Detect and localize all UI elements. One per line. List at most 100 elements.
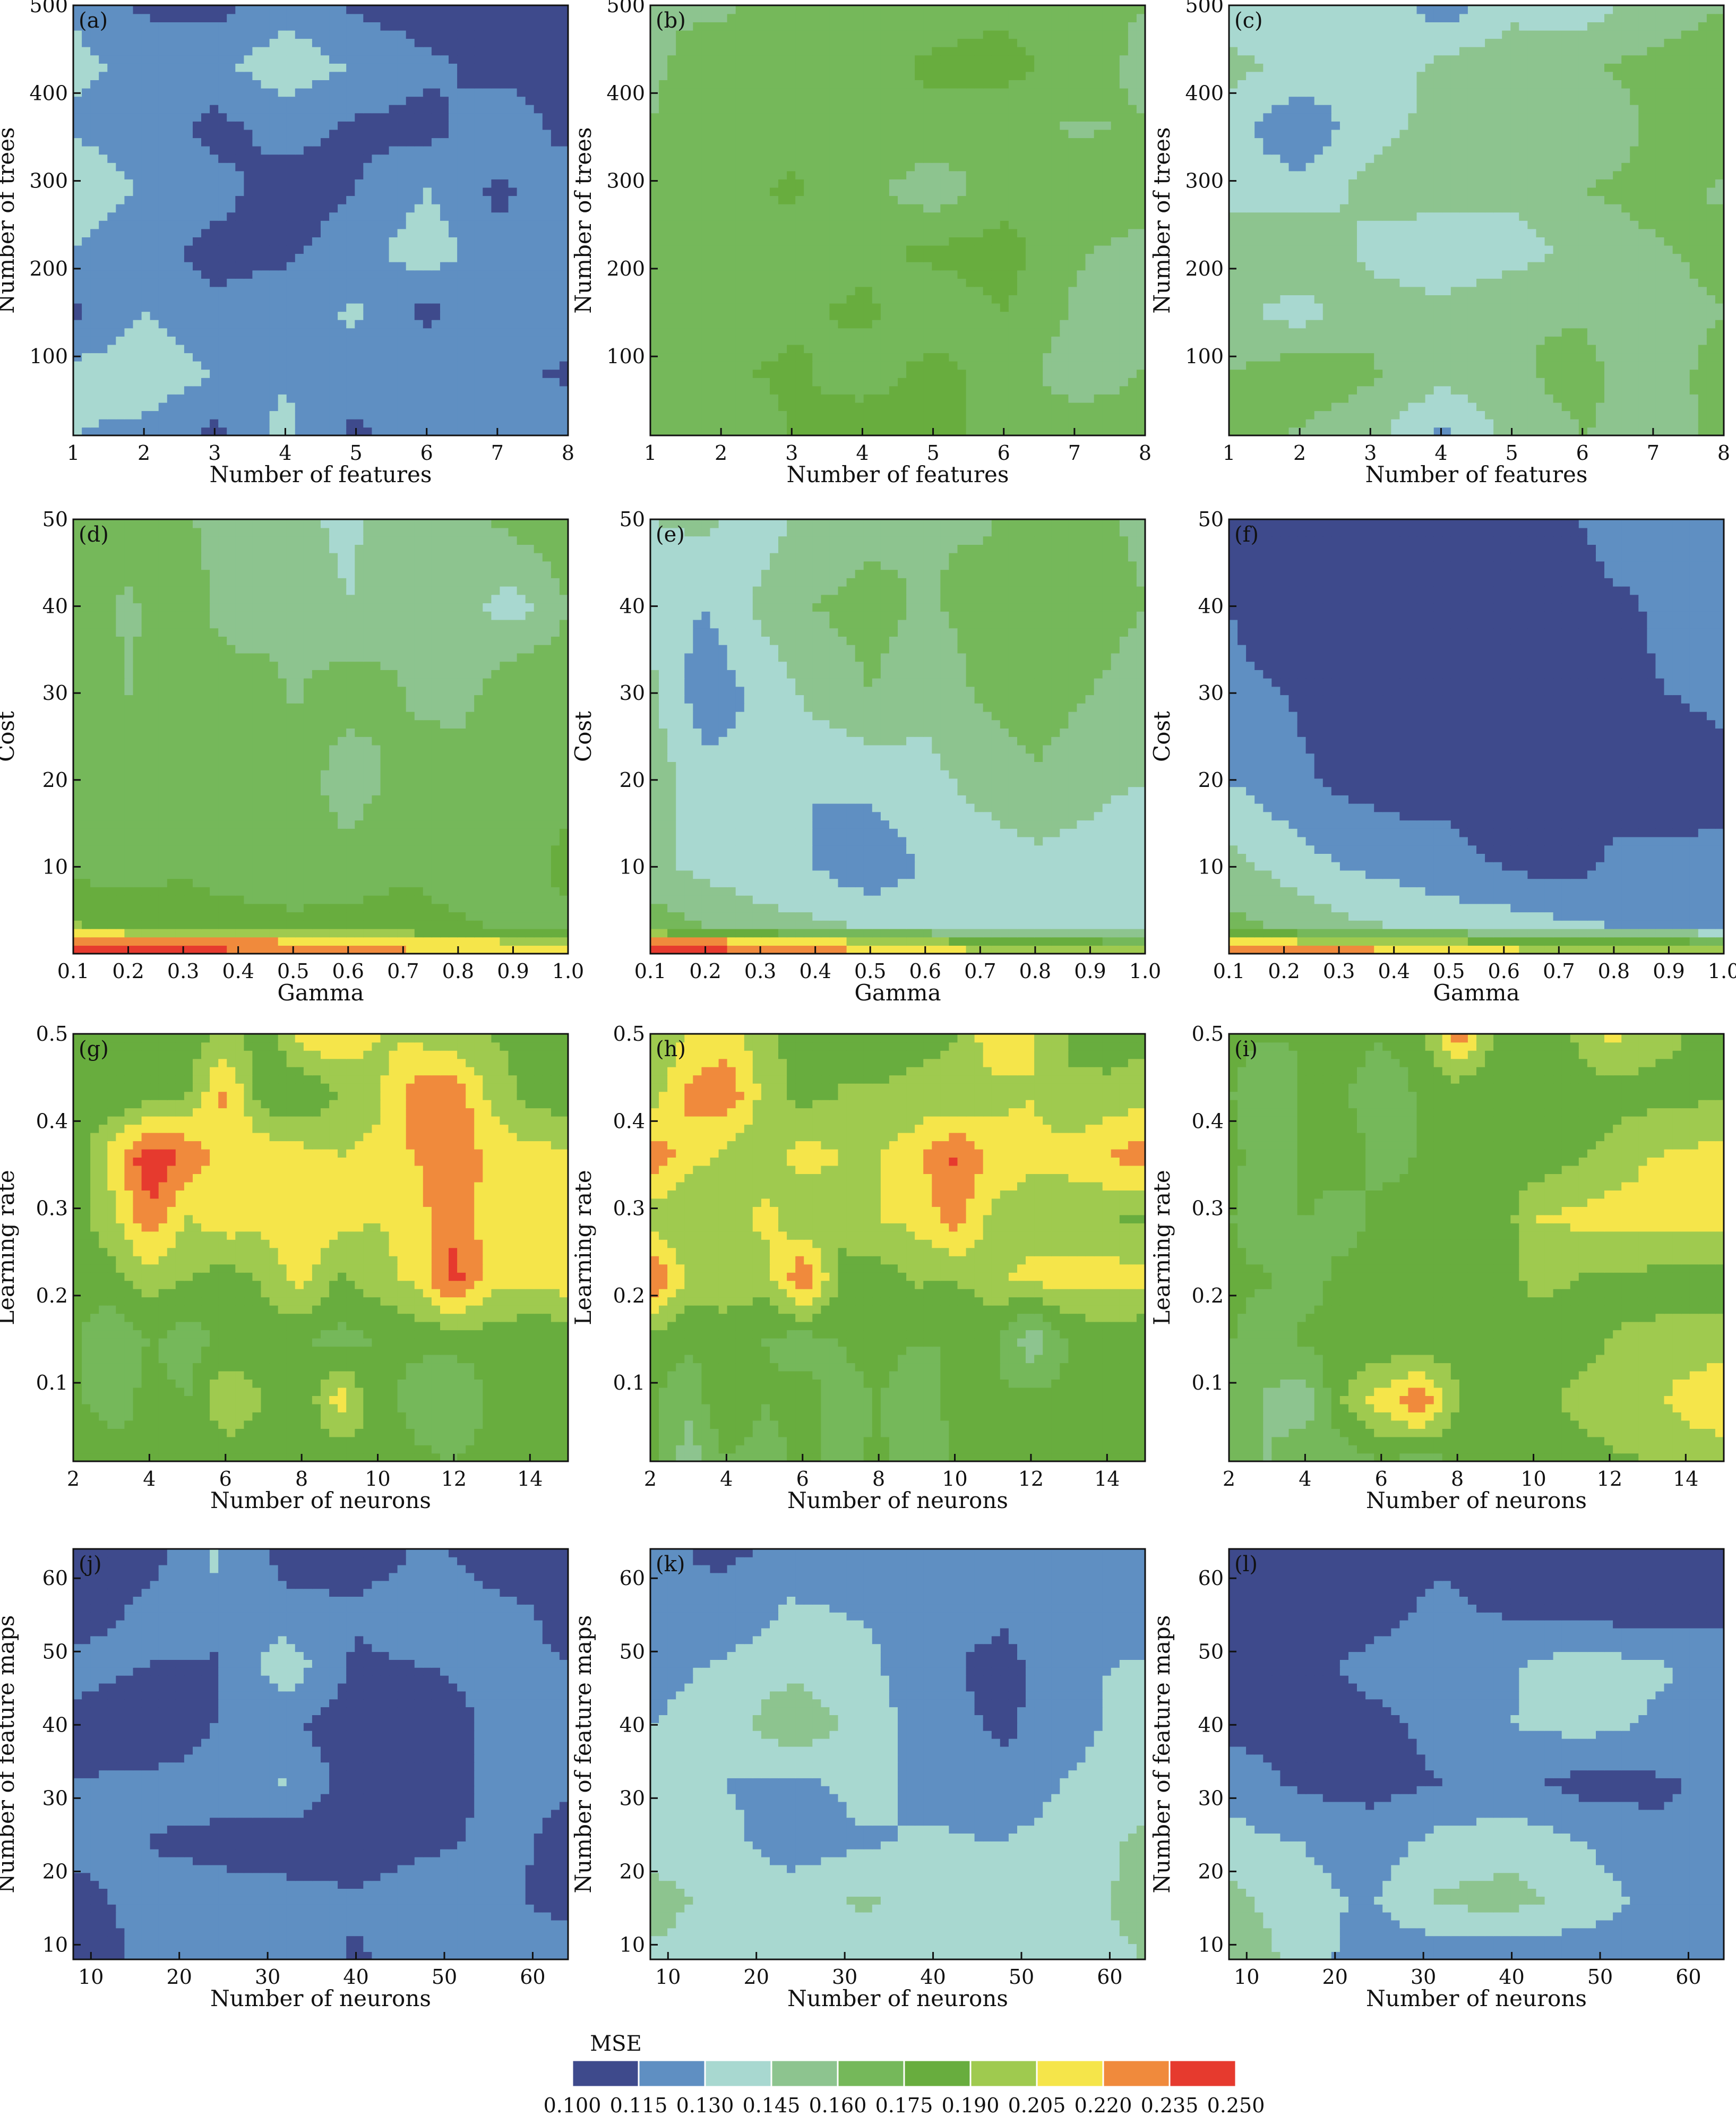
- contour-cell: [483, 228, 492, 237]
- contour-cell: [744, 295, 753, 304]
- contour-cell: [227, 369, 236, 378]
- contour-cell: [898, 361, 907, 370]
- contour-cell: [1085, 402, 1095, 412]
- contour-cell: [141, 245, 151, 254]
- contour-cell: [227, 179, 236, 188]
- contour-cell: [124, 410, 134, 419]
- contour-cell: [483, 113, 492, 122]
- contour-cell: [932, 203, 941, 213]
- contour-cell: [227, 187, 236, 196]
- contour-cell: [363, 55, 373, 64]
- contour-cell: [244, 328, 253, 337]
- contour-cell: [1128, 361, 1137, 370]
- contour-cell: [355, 228, 364, 237]
- contour-cell: [1085, 228, 1095, 237]
- contour-cell: [693, 253, 702, 262]
- contour-cell: [227, 113, 236, 122]
- contour-cell: [261, 278, 270, 287]
- contour-cell: [778, 336, 787, 345]
- contour-cell: [372, 138, 381, 147]
- contour-cell: [244, 369, 253, 378]
- contour-cell: [778, 203, 787, 213]
- contour-cell: [659, 203, 668, 213]
- contour-cell: [701, 361, 711, 370]
- contour-cell: [363, 378, 373, 387]
- contour-cell: [1136, 295, 1145, 304]
- contour-cell: [372, 418, 381, 428]
- contour-cell: [1111, 378, 1120, 387]
- contour-cell: [73, 369, 82, 378]
- contour-cell: [1034, 427, 1043, 435]
- contour-cell: [1026, 394, 1035, 403]
- contour-cell: [534, 270, 543, 279]
- contour-cell: [1000, 228, 1009, 237]
- contour-cell: [363, 179, 373, 188]
- contour-cell: [184, 303, 193, 312]
- contour-cell: [133, 344, 142, 354]
- contour-cell: [346, 237, 356, 246]
- contour-cell: [338, 369, 347, 378]
- contour-cell: [338, 46, 347, 56]
- contour-cell: [278, 170, 287, 179]
- contour-cell: [710, 361, 719, 370]
- contour-cell: [693, 278, 702, 287]
- contour-cell: [846, 203, 856, 213]
- contour-cell: [517, 369, 526, 378]
- contour-cell: [710, 410, 719, 419]
- contour-cell: [906, 394, 915, 403]
- contour-cell: [235, 286, 245, 295]
- contour-cell: [846, 170, 856, 179]
- contour-cell: [124, 344, 134, 354]
- contour-cell: [650, 328, 659, 337]
- contour-cell: [829, 295, 839, 304]
- contour-cell: [244, 270, 253, 279]
- contour-cell: [312, 303, 321, 312]
- contour-cell: [559, 71, 568, 80]
- contour-cell: [389, 353, 398, 362]
- contour-cell: [167, 145, 176, 155]
- contour-cell: [923, 336, 933, 345]
- contour-cell: [667, 336, 676, 345]
- contour-cell: [812, 361, 822, 370]
- contour-cell: [795, 212, 805, 221]
- contour-cell: [244, 96, 253, 105]
- contour-cell: [193, 270, 202, 279]
- contour-cell: [872, 278, 881, 287]
- contour-cell: [491, 22, 501, 31]
- contour-cell: [710, 270, 719, 279]
- contour-cell: [932, 195, 941, 204]
- contour-cell: [770, 179, 779, 188]
- contour-cell: [107, 121, 117, 130]
- contour-cell: [701, 278, 711, 287]
- contour-cell: [1043, 336, 1052, 345]
- contour-cell: [812, 378, 822, 387]
- contour-cell: [534, 418, 543, 428]
- contour-cell: [269, 170, 279, 179]
- contour-cell: [414, 5, 424, 14]
- contour-cell: [227, 319, 236, 329]
- contour-cell: [355, 319, 364, 329]
- contour-cell: [735, 162, 745, 172]
- contour-cell: [210, 286, 219, 295]
- contour-cell: [915, 154, 924, 163]
- contour-cell: [431, 311, 441, 320]
- contour-cell: [500, 96, 509, 105]
- contour-cell: [659, 378, 668, 387]
- contour-cell: [372, 63, 381, 72]
- contour-cell: [1102, 328, 1112, 337]
- contour-cell: [983, 295, 992, 304]
- contour-cell: [406, 145, 415, 155]
- contour-cell: [346, 63, 356, 72]
- contour-cell: [483, 187, 492, 196]
- contour-cell: [1026, 344, 1035, 354]
- contour-cell: [1026, 336, 1035, 345]
- contour-cell: [957, 344, 967, 354]
- contour-cell: [701, 212, 711, 221]
- contour-cell: [525, 245, 535, 254]
- contour-cell: [710, 212, 719, 221]
- contour-cell: [838, 336, 847, 345]
- contour-cell: [1000, 369, 1009, 378]
- contour-cell: [500, 303, 509, 312]
- contour-cell: [133, 361, 142, 370]
- contour-cell: [659, 187, 668, 196]
